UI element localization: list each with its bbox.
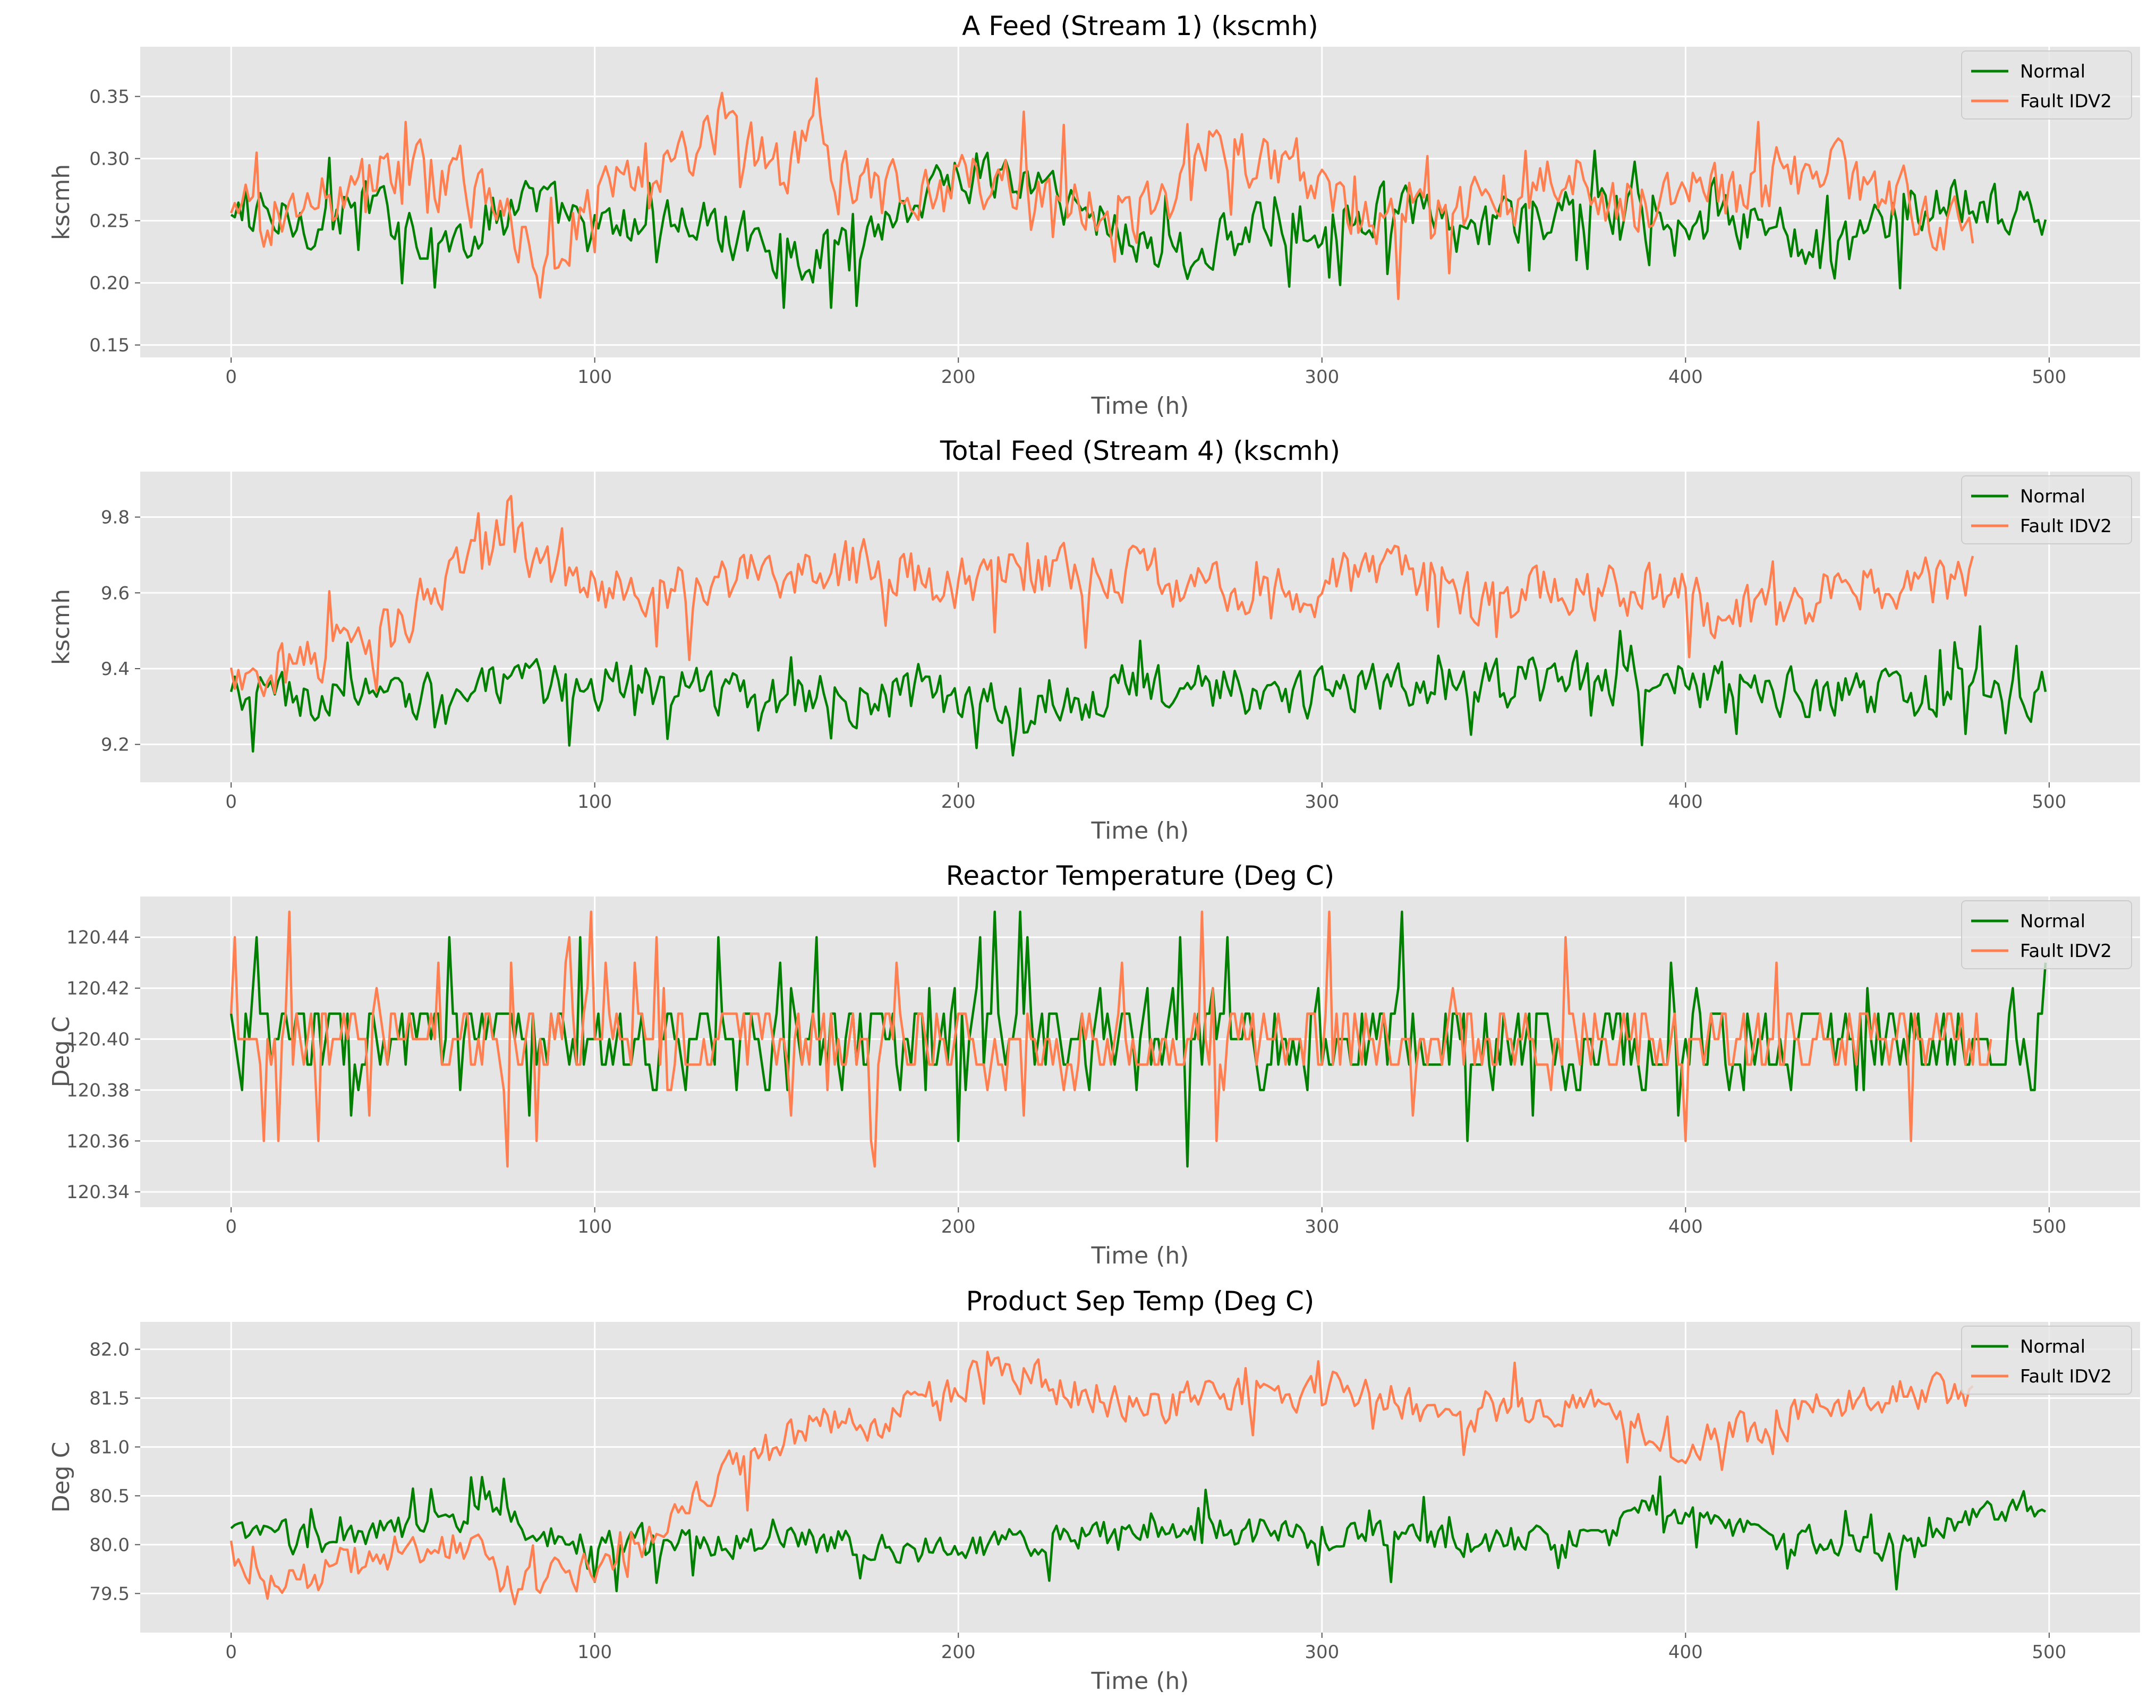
y-tick-label: 9.2 <box>101 735 130 756</box>
y-axis-label: Deg C <box>48 1442 75 1513</box>
legend-label: Normal <box>2020 486 2085 507</box>
legend: Normal Fault IDV2 <box>1961 900 2132 969</box>
y-tick-label: 0.30 <box>89 149 130 170</box>
series-line-fault-idv2 <box>229 494 1974 697</box>
legend-label: Normal <box>2020 1336 2085 1357</box>
legend-label: Fault IDV2 <box>2020 91 2112 112</box>
chart-panel-1: 0 100 200 300 400 500 9.2 9.4 9.6 9.8 Total Feed (… <box>48 435 2140 844</box>
x-tick-label: 0 <box>225 1216 237 1237</box>
x-axis-label: Time (h) <box>1091 1242 1189 1269</box>
x-tick-label: 500 <box>2032 1642 2066 1663</box>
x-tick-label: 300 <box>1305 791 1339 813</box>
x-tick-label: 200 <box>941 366 976 388</box>
y-tick-label: 120.40 <box>66 1029 130 1051</box>
plot-background <box>140 472 2140 782</box>
y-tick-label: 9.6 <box>101 583 130 604</box>
y-tick-label: 9.4 <box>101 659 130 680</box>
chart-title: Reactor Temperature (Deg C) <box>946 860 1334 891</box>
legend-label: Fault IDV2 <box>2020 516 2112 537</box>
x-tick-label: 0 <box>225 791 237 813</box>
y-tick-label: 120.38 <box>66 1080 130 1101</box>
x-tick-label: 500 <box>2032 1216 2066 1237</box>
x-tick-label: 200 <box>941 791 976 813</box>
x-tick-label: 100 <box>577 1216 612 1237</box>
x-tick-label: 200 <box>941 1642 976 1663</box>
legend-label: Fault IDV2 <box>2020 1366 2112 1387</box>
legend-label: Normal <box>2020 61 2085 82</box>
chart-title: A Feed (Stream 1) (kscmh) <box>962 11 1318 41</box>
y-tick-label: 0.15 <box>89 335 130 356</box>
y-tick-label: 120.36 <box>66 1131 130 1152</box>
legend: Normal Fault IDV2 <box>1961 1326 2132 1395</box>
x-axis-label: Time (h) <box>1091 392 1189 420</box>
y-tick-label: 120.44 <box>66 927 130 949</box>
x-tick-label: 400 <box>1668 1216 1703 1237</box>
y-tick-label: 80.5 <box>89 1485 130 1507</box>
x-tick-label: 400 <box>1668 791 1703 813</box>
legend: Normal Fault IDV2 <box>1961 475 2132 544</box>
y-tick-label: 0.25 <box>89 211 130 232</box>
series-line-fault-idv2 <box>229 1351 1974 1605</box>
x-tick-label: 300 <box>1305 1216 1339 1237</box>
series-line-normal <box>230 1475 2047 1593</box>
series-line-normal <box>230 149 2047 309</box>
y-tick-label: 120.42 <box>66 978 130 1000</box>
chart-panel-0: 0 100 200 300 400 500 0.15 0.20 0.25 0.30 0.35 A Fe… <box>48 11 2140 420</box>
chart-panel-2: 0 100 200 300 400 500 120.34 120.36 120.38 120.40… <box>48 860 2140 1269</box>
x-tick-label: 100 <box>577 791 612 813</box>
x-tick-label: 100 <box>577 1642 612 1663</box>
y-tick-label: 80.0 <box>89 1534 130 1556</box>
series-line-normal <box>229 625 2047 757</box>
x-tick-label: 300 <box>1305 1642 1339 1663</box>
x-tick-label: 200 <box>941 1216 976 1237</box>
x-tick-label: 100 <box>577 366 612 388</box>
y-tick-label: 81.0 <box>89 1437 130 1458</box>
chart-title: Total Feed (Stream 4) (kscmh) <box>940 435 1340 466</box>
x-tick-label: 500 <box>2032 791 2066 813</box>
plot-background <box>140 1322 2140 1633</box>
x-axis-label: Time (h) <box>1091 1668 1189 1695</box>
y-tick-label: 0.35 <box>89 87 130 108</box>
x-tick-label: 400 <box>1668 1642 1703 1663</box>
series-line-fault-idv2 <box>229 77 1974 301</box>
x-tick-label: 400 <box>1668 366 1703 388</box>
y-tick-label: 9.8 <box>101 507 130 528</box>
x-axis-label: Time (h) <box>1091 817 1189 844</box>
legend: Normal Fault IDV2 <box>1961 50 2132 119</box>
x-tick-label: 0 <box>225 1642 237 1663</box>
y-axis-label: Deg C <box>48 1017 75 1088</box>
y-axis-label: kscmh <box>48 589 75 665</box>
series-line-fault-idv2 <box>229 910 1992 1168</box>
y-tick-label: 81.5 <box>89 1388 130 1409</box>
x-tick-label: 300 <box>1305 366 1339 388</box>
y-axis-label: kscmh <box>48 164 75 240</box>
y-tick-label: 79.5 <box>89 1583 130 1604</box>
legend-label: Normal <box>2020 911 2085 932</box>
chart-panel-3: 0 100 200 300 400 500 79.5 80.0 80.5 81.0 81.5 82.0… <box>48 1286 2140 1695</box>
chart-title: Product Sep Temp (Deg C) <box>966 1286 1315 1317</box>
y-tick-label: 120.34 <box>66 1182 130 1203</box>
x-tick-label: 500 <box>2032 366 2066 388</box>
y-tick-label: 82.0 <box>89 1339 130 1361</box>
x-tick-label: 0 <box>225 366 237 388</box>
legend-label: Fault IDV2 <box>2020 941 2112 962</box>
y-tick-label: 0.20 <box>89 273 130 294</box>
